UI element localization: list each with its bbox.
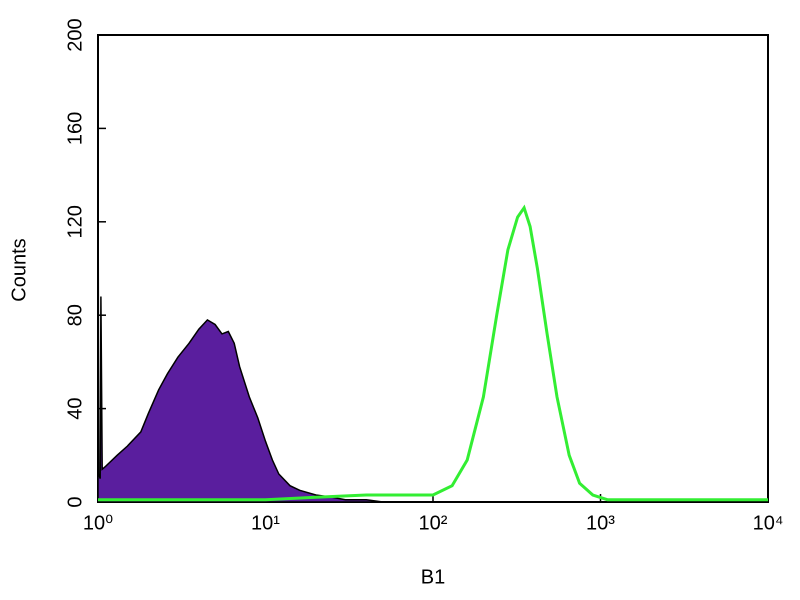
y-tick-label: 200 — [64, 18, 86, 51]
x-tick-label: 10⁴ — [753, 512, 784, 534]
x-tick-label: 10⁰ — [83, 512, 113, 534]
y-tick-label: 0 — [64, 496, 86, 507]
y-tick-label: 160 — [64, 112, 86, 145]
x-tick-label: 10¹ — [251, 512, 280, 534]
histogram-area — [97, 133, 383, 503]
y-tick-label: 120 — [64, 205, 86, 238]
y-tick-label: 80 — [64, 304, 86, 326]
x-tick-label: 10² — [419, 512, 448, 534]
y-tick-label: 40 — [64, 397, 86, 419]
y-axis-label: Counts — [8, 238, 30, 301]
x-tick-label: 10³ — [586, 512, 615, 534]
x-axis-label: B1 — [421, 566, 445, 588]
histogram-line — [98, 204, 768, 502]
